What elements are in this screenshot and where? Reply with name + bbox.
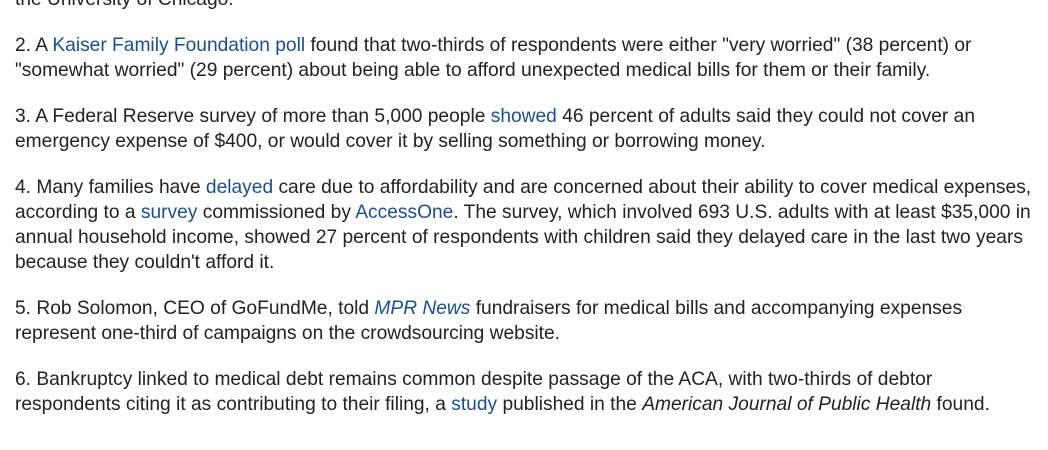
link-accessone[interactable]: AccessOne <box>355 202 454 223</box>
journal-title: American Journal of Public Health <box>642 394 932 415</box>
link-kaiser-poll[interactable]: Kaiser Family Foundation poll <box>52 35 306 56</box>
paragraph-3-text-2: 46 percent of adults said they could not… <box>15 106 975 152</box>
link-showed[interactable]: showed <box>490 106 557 127</box>
paragraph-4-text-2: care due to affordability and are concer… <box>15 177 1032 223</box>
paragraph-6-text-3: found. <box>931 394 990 415</box>
paragraph-4-text-4: . The survey, which involved 693 U.S. ad… <box>15 202 1031 273</box>
paragraph-4-text-3: commissioned by <box>197 202 356 223</box>
paragraph-4: 4. Many families have delayed care due t… <box>15 175 1037 275</box>
mpr-news-label[interactable]: MPR News <box>374 298 471 319</box>
link-mpr-news[interactable]: MPR News <box>374 298 470 319</box>
paragraph-3: 3. A Federal Reserve survey of more than… <box>15 104 1037 154</box>
paragraph-2-text-1: 2. A <box>15 35 53 56</box>
paragraph-1: the University of Chicago. <box>15 0 1037 12</box>
article-body: the University of Chicago. 2. A Kaiser F… <box>15 0 1037 438</box>
link-survey[interactable]: survey <box>140 202 198 223</box>
link-delayed[interactable]: delayed <box>205 177 274 198</box>
paragraph-5-text-1: 5. Rob Solomon, CEO of GoFundMe, told <box>15 298 375 319</box>
paragraph-4-text-1: 4. Many families have <box>15 177 206 198</box>
paragraph-5-text-2: fundraisers for medical bills and accomp… <box>15 298 963 344</box>
paragraph-5: 5. Rob Solomon, CEO of GoFundMe, told MP… <box>15 296 1037 346</box>
paragraph-6-text-1: 6. Bankruptcy linked to medical debt rem… <box>15 369 933 415</box>
paragraph-6-text-2: published in the <box>497 394 643 415</box>
paragraph-6: 6. Bankruptcy linked to medical debt rem… <box>15 367 1037 417</box>
paragraph-3-text-1: 3. A Federal Reserve survey of more than… <box>15 106 491 127</box>
paragraph-1-text: the University of Chicago. <box>15 0 234 10</box>
link-study[interactable]: study <box>451 394 498 415</box>
paragraph-2-text-2: found that two-thirds of respondents wer… <box>15 35 972 81</box>
paragraph-2: 2. A Kaiser Family Foundation poll found… <box>15 33 1037 83</box>
